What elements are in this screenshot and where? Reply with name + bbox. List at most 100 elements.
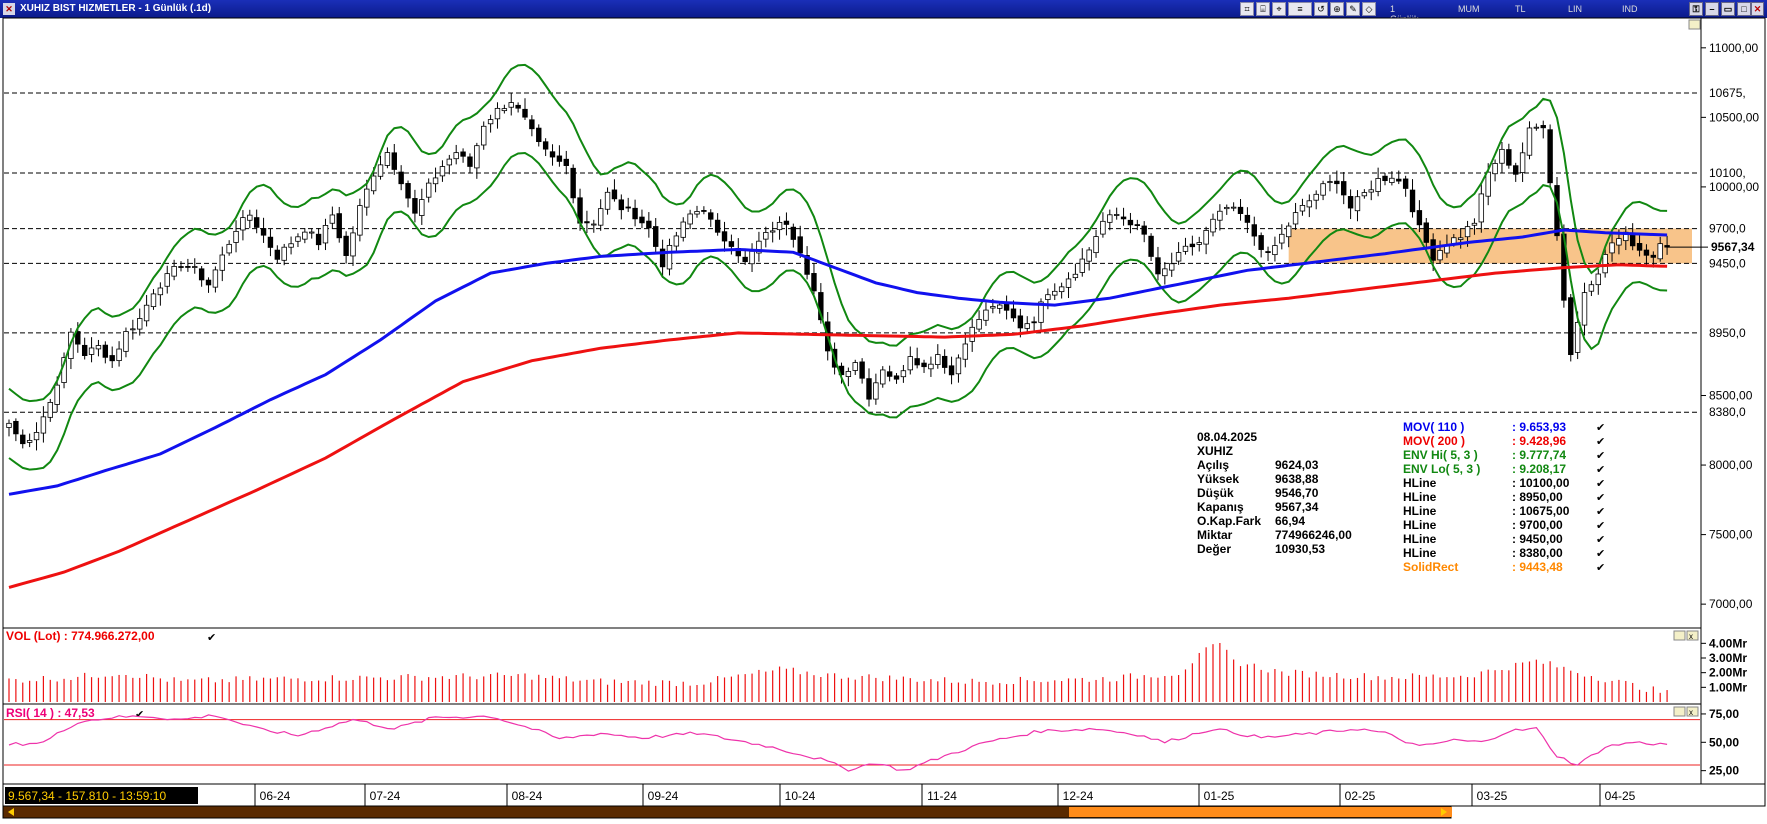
candle	[1327, 174, 1333, 192]
candle	[116, 341, 122, 367]
candle	[1306, 194, 1313, 218]
legend-value: : 8950,00	[1512, 490, 1563, 504]
info-symbol: XUHIZ	[1197, 444, 1233, 458]
candle	[1396, 170, 1402, 185]
price-panel-buttons[interactable]	[1688, 19, 1701, 30]
candle	[1478, 183, 1485, 233]
candle	[1375, 167, 1381, 197]
candle	[1409, 179, 1416, 218]
candle	[164, 265, 170, 294]
candle	[205, 277, 212, 293]
price-panel	[2, 17, 1702, 629]
candle	[666, 238, 673, 276]
legend-name: MOV( 110 )	[1403, 420, 1464, 434]
tool-icon-1[interactable]: ⌗	[1240, 2, 1254, 16]
info-label: Kapanış	[1197, 500, 1244, 514]
legend-value: : 10675,00	[1512, 504, 1570, 518]
candle	[267, 228, 274, 257]
rsi-panel-buttons[interactable]: x	[1673, 706, 1699, 717]
candle	[192, 258, 198, 274]
toolbar-tl[interactable]: TL	[1515, 4, 1526, 14]
candle	[1148, 233, 1154, 262]
candle	[804, 246, 810, 280]
rsi-tick-label: 25,00	[1709, 764, 1739, 778]
tool-icon-6[interactable]: ⊕	[1330, 2, 1344, 16]
info-value: 9546,70	[1275, 486, 1319, 500]
scrollbar-thumb[interactable]	[1069, 807, 1452, 817]
candle	[95, 339, 102, 357]
scroll-left-icon	[8, 808, 14, 816]
toolbar-ind[interactable]: IND	[1622, 4, 1638, 14]
candle	[1251, 216, 1257, 246]
candle	[474, 142, 480, 179]
legend-check-icon: ✔	[1596, 491, 1605, 504]
candle	[900, 364, 907, 383]
month-label: 09-24	[648, 789, 679, 803]
toolbar-mum[interactable]: MUM	[1458, 4, 1480, 14]
candle	[1182, 237, 1189, 255]
tool-icon-4[interactable]: ≡	[1288, 2, 1312, 16]
minimize-icon[interactable]: –	[1705, 2, 1719, 16]
candle	[1341, 172, 1347, 205]
candle	[1217, 204, 1223, 231]
info-label: Düşük	[1197, 486, 1234, 500]
tool-icon-5[interactable]: ↺	[1314, 2, 1328, 16]
candle	[597, 199, 604, 231]
hline-label: 10100,	[1709, 166, 1746, 180]
legend-name: SolidRect	[1403, 560, 1458, 574]
candle	[1285, 222, 1292, 248]
candle	[962, 333, 969, 368]
legend-name: ENV Hi( 5, 3 )	[1403, 448, 1478, 462]
candle	[130, 319, 136, 340]
info-label: Yüksek	[1197, 472, 1239, 486]
candle	[467, 153, 473, 174]
candle	[1155, 246, 1161, 281]
hline-label: 9450,0	[1709, 256, 1746, 270]
candle	[240, 210, 246, 241]
toolbar-lin[interactable]: LIN	[1568, 4, 1583, 14]
legend-value: : 9.653,93	[1512, 420, 1566, 434]
legend-check-icon: ✔	[1596, 533, 1605, 546]
candle	[591, 219, 597, 233]
horizontal-scrollbar[interactable]	[2, 805, 1452, 819]
info-label: Miktar	[1197, 528, 1233, 542]
candle	[405, 180, 411, 208]
candle	[584, 210, 590, 234]
candle	[26, 433, 33, 448]
hline-label: 8950,0	[1709, 326, 1746, 340]
tool-icon-7[interactable]: ✎	[1346, 2, 1360, 16]
candle	[1052, 283, 1058, 301]
volume-panel-buttons[interactable]: x	[1673, 630, 1699, 641]
candle	[295, 233, 301, 248]
system-menu-icon[interactable]: ✕	[3, 3, 15, 15]
volume-check-icon: ✔	[207, 632, 216, 644]
candle	[1643, 244, 1650, 265]
tool-icon-3[interactable]: ⌖	[1272, 2, 1286, 16]
candle	[1258, 232, 1264, 258]
candle	[178, 261, 184, 272]
mov200-line	[8, 263, 1668, 589]
candle	[556, 145, 563, 167]
candle	[143, 295, 150, 327]
maximize-icon[interactable]: □	[1737, 2, 1751, 16]
candle	[412, 189, 418, 223]
tool-icon-8[interactable]: ◇	[1362, 2, 1376, 16]
candle	[40, 406, 47, 443]
restore-icon[interactable]: ▭	[1721, 2, 1735, 16]
candle	[852, 359, 858, 375]
lock-icon[interactable]: ⚿	[1689, 2, 1703, 16]
hline-label: 10675,	[1709, 86, 1746, 100]
candle	[81, 337, 88, 360]
candle	[1457, 228, 1464, 249]
last-price-marker: 9567,34	[1667, 240, 1755, 254]
candle	[1272, 236, 1278, 262]
close-icon[interactable]: ✕	[1751, 2, 1764, 16]
candle	[212, 266, 219, 293]
tool-icon-2[interactable]: ⌸	[1256, 2, 1270, 16]
candle	[309, 228, 315, 239]
volume-label: VOL (Lot) : 774.966.272,00	[6, 629, 155, 643]
legend-value: : 9.208,17	[1512, 462, 1566, 476]
candle	[1134, 219, 1141, 231]
